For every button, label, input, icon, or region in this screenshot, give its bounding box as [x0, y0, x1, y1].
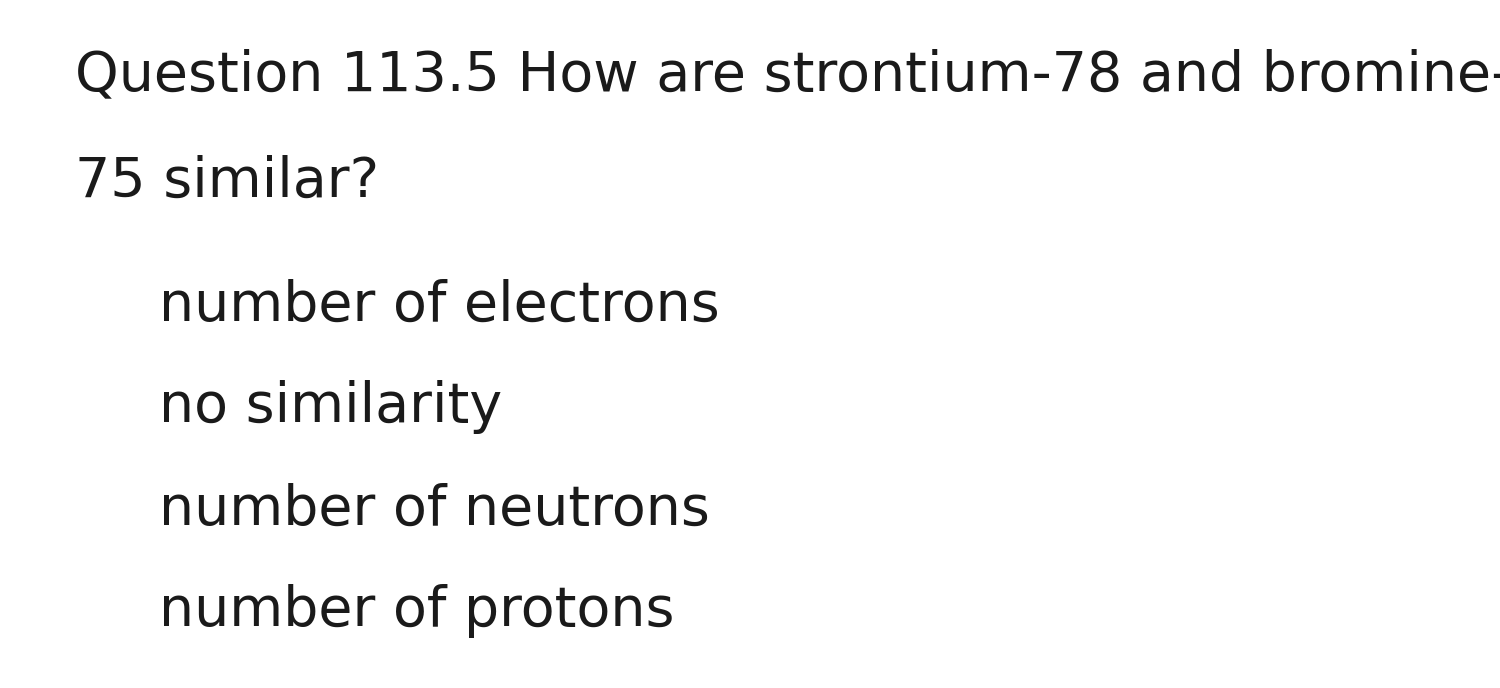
Text: number of protons: number of protons: [159, 584, 675, 638]
Text: Question 113.5 How are strontium-78 and bromine-: Question 113.5 How are strontium-78 and …: [75, 48, 1500, 102]
Text: number of neutrons: number of neutrons: [159, 482, 710, 536]
Text: number of electrons: number of electrons: [159, 279, 720, 332]
Text: 75 similar?: 75 similar?: [75, 155, 380, 208]
Text: no similarity: no similarity: [159, 380, 503, 434]
